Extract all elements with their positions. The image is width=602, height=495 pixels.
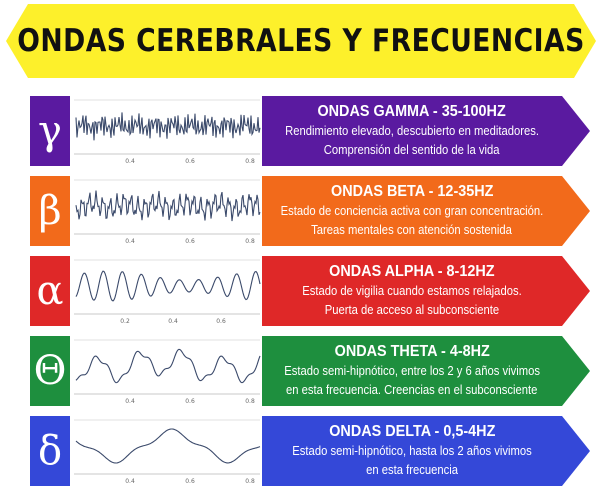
beta-text-block: ONDAS BETA - 12-35HZ Estado de conciencia… (262, 176, 562, 246)
wave-tick-label: 0.6 (185, 158, 195, 165)
delta-description-line-1: Estado semi-hipnótico, hasta los 2 años … (292, 444, 532, 458)
wave-tick-label: 0.4 (125, 238, 135, 245)
wave-row-theta: Θ 0.4 0.6 0.8 ONDAS THETA - 4-8HZ Estado semi… (30, 336, 590, 406)
wave-tick-label: 0.8 (245, 238, 255, 245)
theta-info-arrow: ONDAS THETA - 4-8HZ Estado semi-hipnótico… (262, 336, 590, 406)
theta-description-line-1: Estado semi-hipnótico, entre los 2 y 6 a… (284, 364, 540, 378)
gamma-description-line-1: Rendimiento elevado, descubierto en medi… (285, 124, 539, 138)
gamma-text-block: ONDAS GAMMA - 35-100HZ Rendimiento elevad… (262, 96, 562, 166)
wave-tick-label: 0.6 (185, 238, 195, 245)
waveform-line (75, 190, 261, 222)
beta-description-line-2: Tareas mentales con atención sostenida (311, 223, 513, 237)
theta-wave-plot: 0.4 0.6 0.8 (70, 336, 262, 406)
wave-tick-label: 0.8 (245, 478, 255, 485)
wave-tick-label: 0.6 (216, 318, 226, 325)
wave-tick-label: 0.4 (125, 478, 135, 485)
wave-row-delta: δ 0.4 0.6 0.8 ONDAS DELTA - 0,5-4HZ Estado se… (30, 416, 590, 486)
theta-text-block: ONDAS THETA - 4-8HZ Estado semi-hipnótico… (262, 336, 562, 406)
delta-description-line-2: en esta frecuencia (366, 463, 458, 477)
beta-description-line-1: Estado de conciencia activa con gran con… (280, 204, 544, 218)
wave-tick-label: 0.4 (125, 398, 135, 405)
wave-tick-label: 0.6 (185, 398, 195, 405)
alpha-description-line-1: Estado de vigilia cuando estamos relajad… (302, 284, 522, 298)
beta-wave-plot: 0.4 0.6 0.8 (70, 176, 262, 246)
delta-info-arrow: ONDAS DELTA - 0,5-4HZ Estado semi-hipnóti… (262, 416, 590, 486)
title-banner: ONDAS CEREBRALES Y FRECUENCIAS (6, 4, 596, 78)
alpha-symbol: α (30, 256, 70, 326)
wave-tick-label: 0.4 (168, 318, 178, 325)
beta-symbol: β (30, 176, 70, 246)
gamma-description-line-2: Comprensión del sentido de la vida (324, 143, 500, 157)
arrow-shape (262, 256, 590, 326)
theta-symbol: Θ (30, 336, 70, 406)
waveform-line (75, 112, 261, 141)
alpha-info-arrow: ONDAS ALPHA - 8-12HZ Estado de vigilia cu… (262, 256, 590, 326)
delta-wave-plot: 0.4 0.6 0.8 (70, 416, 262, 486)
banner-shape (6, 4, 596, 78)
wave-tick-label: 0.8 (245, 398, 255, 405)
page-title: ONDAS CEREBRALES Y FRECUENCIAS (17, 23, 585, 59)
beta-info-arrow: ONDAS BETA - 12-35HZ Estado de conciencia… (262, 176, 590, 246)
delta-symbol: δ (30, 416, 70, 486)
waveform-line (75, 270, 261, 302)
waveform-line (75, 348, 261, 384)
waveform-line (75, 428, 261, 464)
wave-row-beta: β 0.4 0.6 0.8 ONDAS BETA - 12-35HZ Estado de … (30, 176, 590, 246)
theta-heading: ONDAS THETA - 4-8HZ (334, 343, 490, 360)
gamma-heading: ONDAS GAMMA - 35-100HZ (317, 103, 507, 120)
wave-tick-label: 0.6 (185, 478, 195, 485)
gamma-info-arrow: ONDAS GAMMA - 35-100HZ Rendimiento elevad… (262, 96, 590, 166)
alpha-description-line-2: Puerta de acceso al subconsciente (324, 303, 500, 317)
alpha-text-block: ONDAS ALPHA - 8-12HZ Estado de vigilia cu… (262, 256, 562, 326)
theta-description-line-2: en esta frecuencia. Creencias en el subc… (286, 383, 538, 397)
alpha-wave-plot: 0.20.40.60.8 (70, 256, 262, 326)
wave-tick-label: 0.2 (120, 318, 130, 325)
arrow-shape (262, 336, 590, 406)
delta-text-block: ONDAS DELTA - 0,5-4HZ Estado semi-hipnóti… (262, 416, 562, 486)
arrow-shape (262, 176, 590, 246)
arrow-shape (262, 96, 590, 166)
wave-tick-label: 0.8 (245, 158, 255, 165)
gamma-symbol: γ (30, 96, 70, 166)
wave-row-gamma: γ 0.4 0.6 0.8 ONDAS GAMMA - 35-100HZ Rendimie… (30, 96, 590, 166)
arrow-shape (262, 416, 590, 486)
alpha-heading: ONDAS ALPHA - 8-12HZ (329, 263, 495, 280)
beta-heading: ONDAS BETA - 12-35HZ (330, 183, 494, 200)
gamma-wave-plot: 0.4 0.6 0.8 (70, 96, 262, 166)
delta-heading: ONDAS DELTA - 0,5-4HZ (328, 423, 496, 440)
wave-tick-label: 0.4 (125, 158, 135, 165)
